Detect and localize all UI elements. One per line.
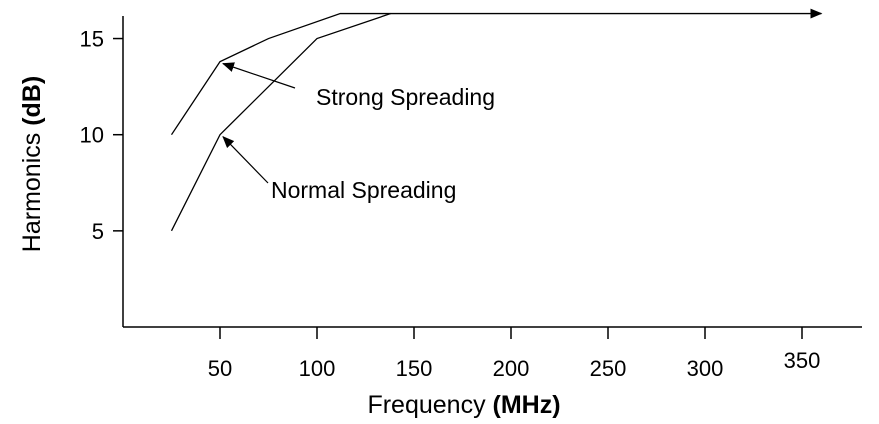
y-axis-label: Harmonics (dB) bbox=[18, 76, 46, 252]
x-tick-label: 100 bbox=[299, 356, 336, 381]
y-tick-label: 5 bbox=[92, 219, 104, 244]
series-line-strong-spreading bbox=[170, 8, 823, 136]
x-tick-label: 300 bbox=[687, 356, 724, 381]
annotation-strong-spreading-arrow bbox=[222, 62, 296, 89]
x-axis-ticks: 50 100 150 200 250 300 350 bbox=[208, 327, 821, 381]
y-tick-label: 10 bbox=[80, 123, 104, 148]
series-line-normal-spreading bbox=[170, 12, 391, 232]
y-tick-label: 15 bbox=[80, 27, 104, 52]
x-tick-label: 200 bbox=[493, 356, 530, 381]
x-axis-label-unit: (MHz) bbox=[493, 391, 561, 419]
x-tick-label: 150 bbox=[396, 356, 433, 381]
x-axis-label-text: Frequency bbox=[367, 391, 492, 419]
x-tick-label: 250 bbox=[590, 356, 627, 381]
x-tick-label: 50 bbox=[208, 356, 232, 381]
x-tick-label: 350 bbox=[784, 348, 821, 373]
series-layer bbox=[170, 8, 823, 232]
annotation-layer: Strong Spreading Normal Spreading bbox=[222, 62, 495, 203]
y-axis-ticks: 5 10 15 bbox=[80, 27, 123, 244]
x-axis-label: Frequency (MHz) bbox=[367, 391, 560, 419]
annotation-normal-spreading-label: Normal Spreading bbox=[271, 177, 456, 203]
annotation-normal-spreading-arrow bbox=[222, 135, 269, 184]
y-axis-label-unit: (dB) bbox=[18, 76, 46, 126]
annotation-strong-spreading-label: Strong Spreading bbox=[316, 84, 495, 110]
y-axis-label-text: Harmonics bbox=[18, 126, 46, 252]
